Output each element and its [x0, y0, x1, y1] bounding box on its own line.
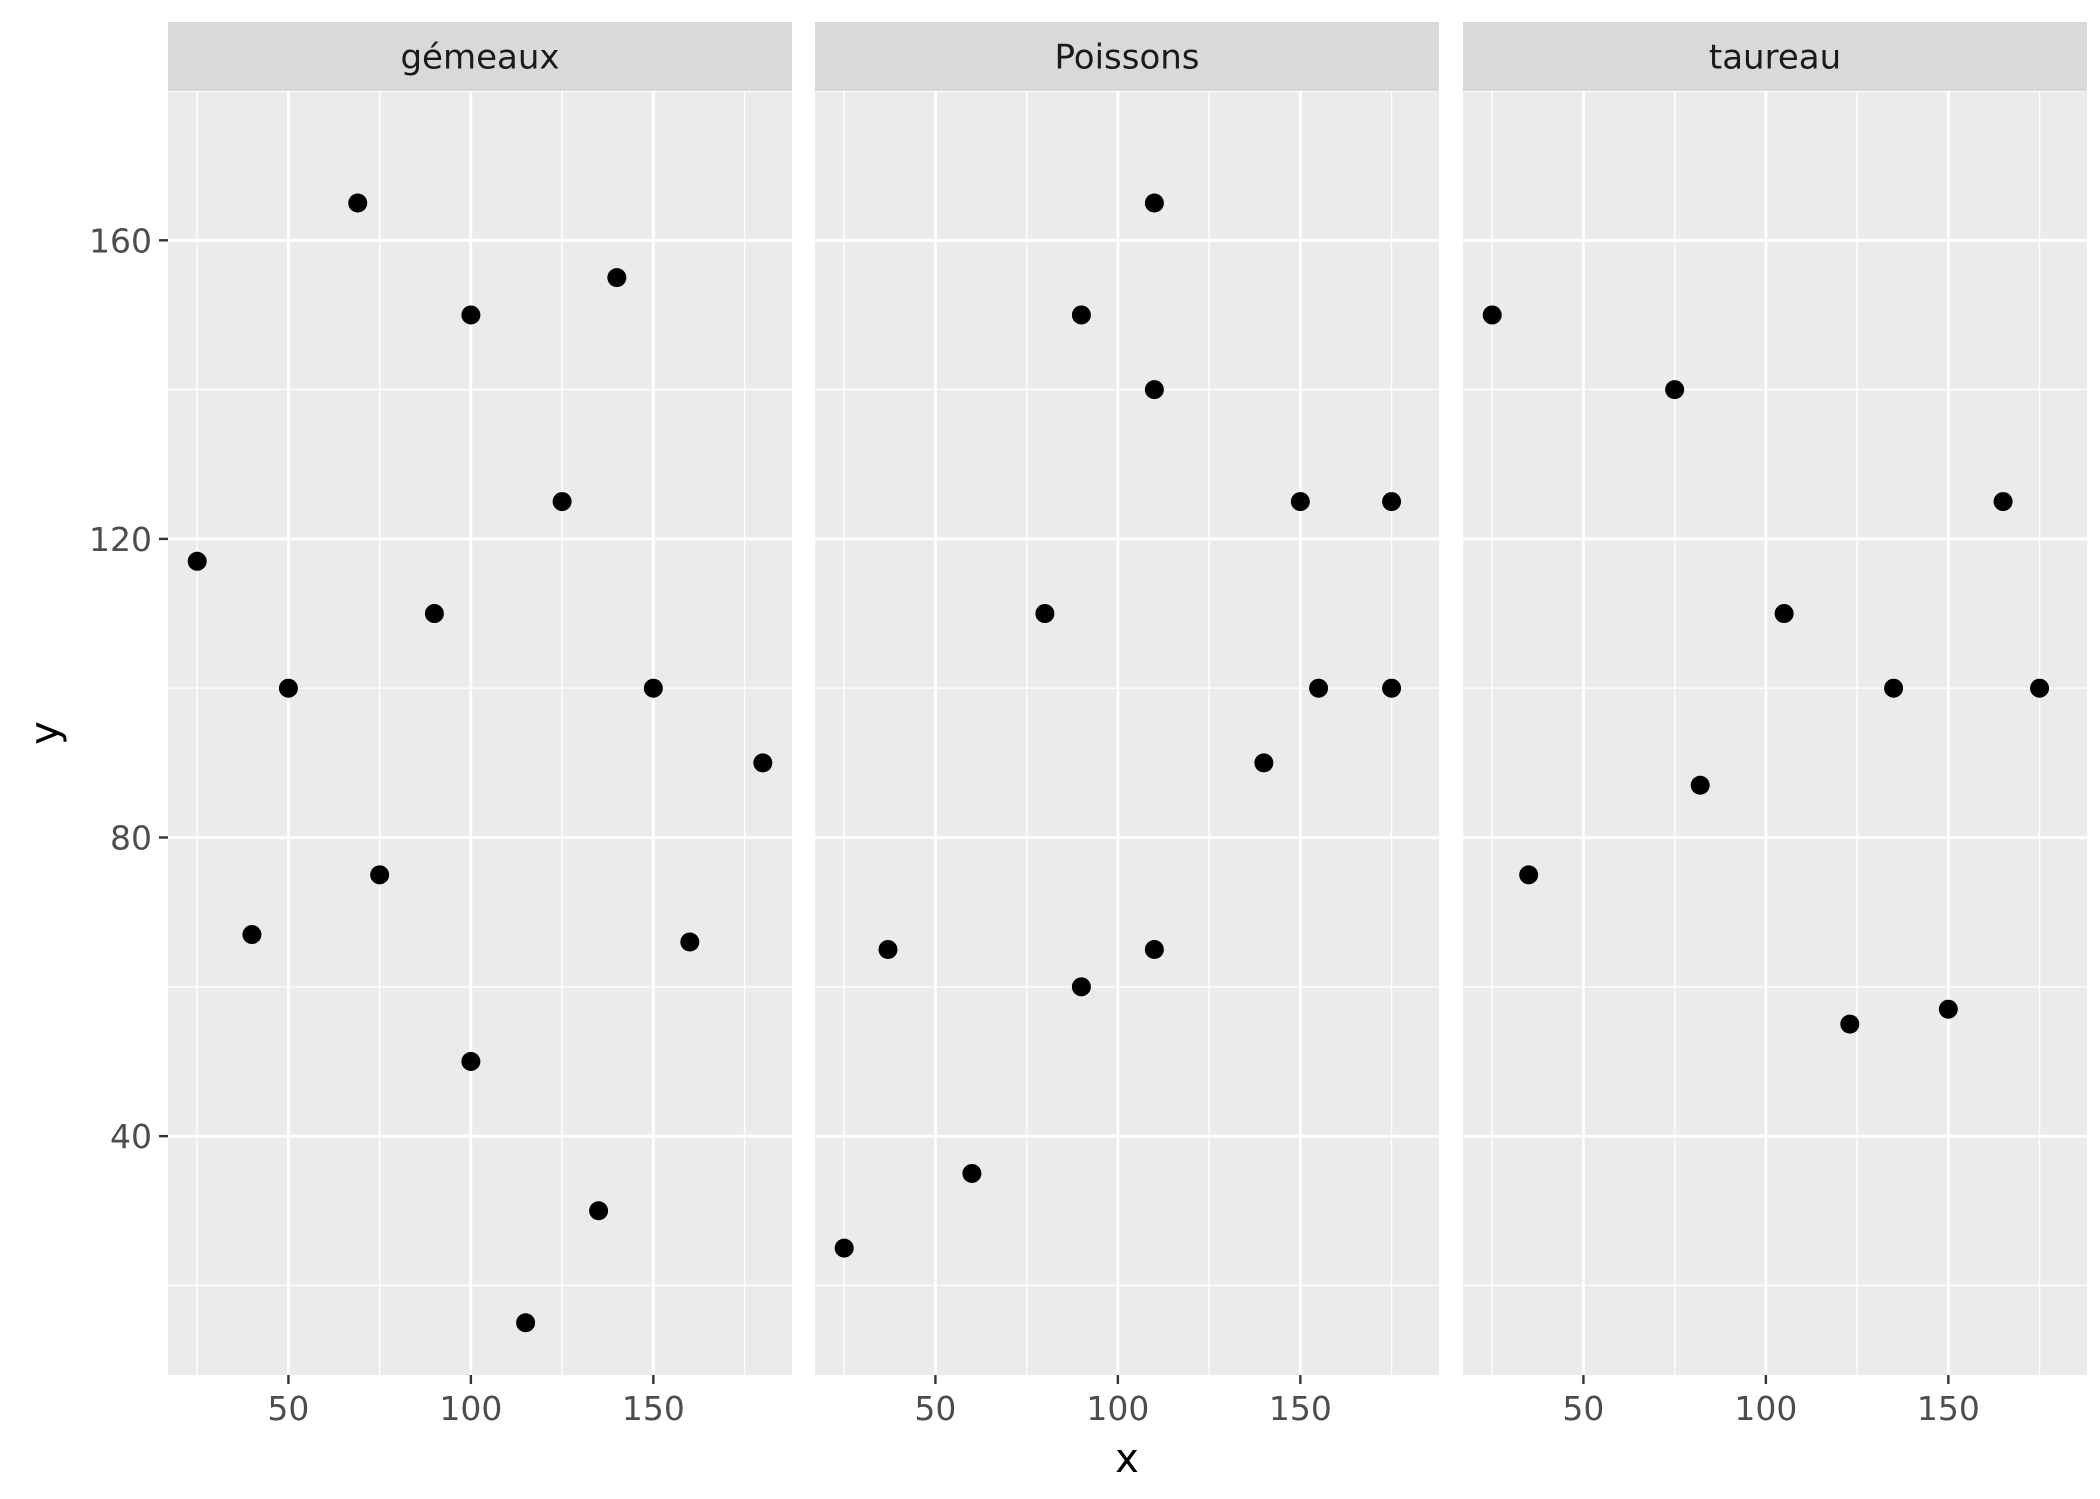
facet-strip [168, 22, 792, 91]
data-point [962, 1163, 982, 1183]
y-axis-title: y [22, 721, 68, 745]
data-point [1035, 604, 1055, 624]
data-point [1071, 977, 1091, 997]
y-axis: 40 80 120 160 [89, 221, 168, 1156]
panels-layer: gémeaux 50 100 150 Poissons 50 100 150 taureau 50… [168, 22, 2087, 1428]
data-point [461, 1051, 481, 1071]
facet-strip-label: taureau [1709, 38, 1841, 78]
data-point [643, 678, 663, 698]
panel-2: Poissons 50 100 150 [815, 22, 1439, 1428]
data-point [1482, 305, 1502, 325]
data-point [753, 753, 773, 773]
x-axis-title: x [1115, 1436, 1139, 1482]
data-point [1144, 380, 1164, 400]
data-point [589, 1201, 609, 1221]
data-point [1665, 380, 1685, 400]
data-point [1884, 678, 1904, 698]
data-point [1071, 305, 1091, 325]
y-tick-label: 120 [89, 520, 152, 559]
data-point [1309, 678, 1329, 698]
data-point [1519, 865, 1539, 885]
x-tick-label: 50 [914, 1389, 956, 1428]
data-point [2030, 678, 2050, 698]
data-point [1382, 492, 1402, 512]
x-tick-label: 100 [439, 1389, 502, 1428]
data-point [370, 865, 390, 885]
y-tick-label: 80 [110, 819, 152, 858]
data-point [516, 1313, 536, 1333]
data-point [607, 268, 627, 288]
data-point [1690, 775, 1710, 795]
x-tick-label: 100 [1734, 1389, 1797, 1428]
x-tick-label: 100 [1086, 1389, 1149, 1428]
data-point [680, 932, 700, 952]
data-point [1382, 678, 1402, 698]
data-point [1774, 604, 1794, 624]
x-tick-label: 150 [622, 1389, 685, 1428]
data-point [424, 604, 444, 624]
facet-strip [815, 22, 1439, 91]
data-point [1144, 939, 1164, 959]
panel-background [168, 91, 792, 1375]
data-point [1254, 753, 1274, 773]
x-tick-label: 50 [267, 1389, 309, 1428]
data-point [1938, 999, 1958, 1019]
data-point [1840, 1014, 1860, 1034]
x-tick-label: 150 [1917, 1389, 1980, 1428]
data-point [1290, 492, 1310, 512]
data-point [1144, 193, 1164, 213]
x-tick-label: 150 [1269, 1389, 1332, 1428]
x-tick-label: 50 [1562, 1389, 1604, 1428]
data-point [461, 305, 481, 325]
data-point [552, 492, 572, 512]
facet-strip-label: gémeaux [400, 38, 559, 78]
data-point [187, 551, 207, 571]
y-tick-label: 40 [110, 1117, 152, 1156]
data-point [1993, 492, 2013, 512]
panel-background [1463, 91, 2087, 1375]
data-point [278, 678, 298, 698]
data-point [242, 925, 262, 945]
facet-strip-label: Poissons [1054, 38, 1199, 78]
panel-3: taureau 50 100 150 [1463, 22, 2087, 1428]
data-point [834, 1238, 854, 1258]
facet-strip [1463, 22, 2087, 91]
y-tick-label: 160 [89, 221, 152, 260]
data-point [348, 193, 368, 213]
panel-background [815, 91, 1439, 1375]
panel-1: gémeaux 50 100 150 [168, 22, 792, 1428]
data-point [878, 939, 898, 959]
